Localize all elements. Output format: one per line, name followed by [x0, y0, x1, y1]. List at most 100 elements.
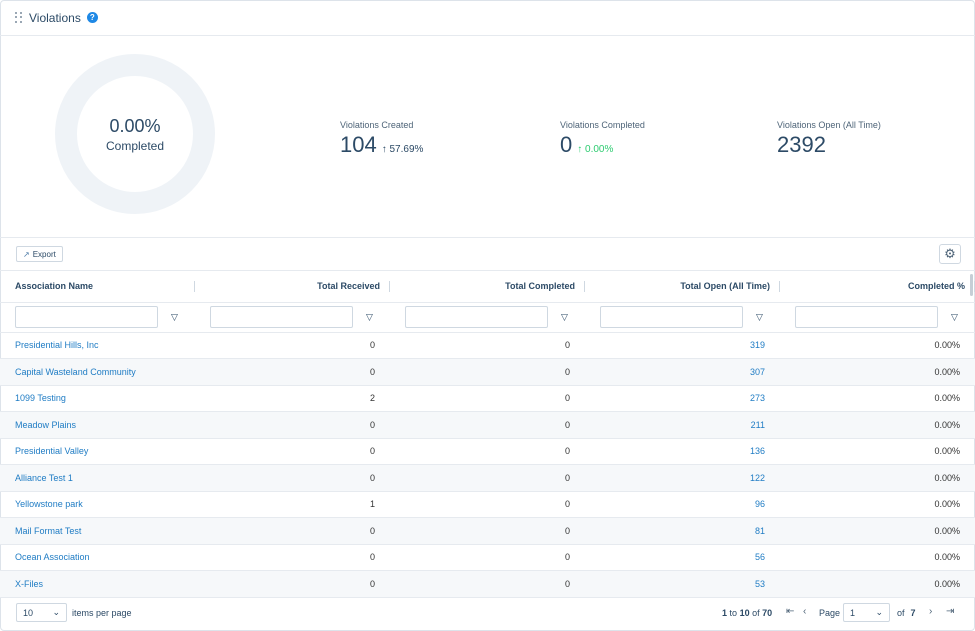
open-link[interactable]: 53	[754, 578, 765, 589]
completed-pct-cell: 0.00%	[934, 552, 960, 563]
completed-cell: 0	[564, 552, 570, 563]
completed-pct-cell: 0.00%	[934, 525, 960, 536]
column-header-label: Association Name	[15, 281, 94, 292]
external-link-icon: ↗	[23, 249, 30, 259]
completed-cell: 0	[564, 366, 570, 377]
received-cell: 0	[369, 472, 375, 483]
open-link[interactable]: 122	[749, 472, 765, 483]
filter-icon[interactable]: ▽	[561, 311, 568, 322]
column-header-label: Total Open (All Time)	[680, 281, 770, 292]
association-link[interactable]: X-Files	[15, 578, 44, 589]
pager-range: 1 to 10 of 70	[722, 608, 773, 618]
association-link[interactable]: Capital Wasteland Community	[15, 366, 136, 377]
received-cell: 0	[369, 340, 375, 351]
table-row: Capital Wasteland Community 0 0 307 0.00%	[0, 358, 975, 386]
filter-input-association[interactable]	[15, 306, 158, 328]
widget-header: Violations ?	[0, 0, 975, 36]
widget-title: Violations	[29, 10, 81, 25]
association-link[interactable]: Alliance Test 1	[15, 472, 73, 483]
received-cell: 2	[369, 393, 375, 404]
stat-delta-value: 57.69%	[389, 144, 424, 155]
received-cell: 1	[369, 499, 375, 510]
open-link[interactable]: 273	[749, 393, 765, 404]
column-header-label: Total Received	[317, 281, 380, 292]
chevron-down-icon: ⌄	[52, 607, 60, 617]
filter-icon[interactable]: ▽	[951, 311, 958, 322]
association-link[interactable]: Mail Format Test	[15, 525, 82, 536]
completed-cell: 0	[564, 499, 570, 510]
filter-input-completed[interactable]	[405, 306, 548, 328]
completed-pct-cell: 0.00%	[934, 499, 960, 510]
filter-icon[interactable]: ▽	[366, 311, 373, 322]
open-link[interactable]: 211	[750, 419, 765, 430]
completed-pct-cell: 0.00%	[934, 472, 960, 483]
donut-percent: 0.00%	[109, 115, 161, 136]
open-link[interactable]: 307	[749, 366, 765, 377]
table-row: Meadow Plains 0 0 211 0.00%	[0, 411, 975, 439]
filter-input-completed-pct[interactable]	[795, 306, 938, 328]
page-select[interactable]: 1 ⌄	[843, 603, 890, 622]
table-row: Presidential Hills, Inc 0 0 319 0.00%	[0, 332, 975, 359]
completed-pct-cell: 0.00%	[934, 578, 960, 589]
open-link[interactable]: 319	[749, 340, 765, 351]
filter-input-received[interactable]	[210, 306, 353, 328]
table-row: X-Files 0 0 53 0.00%	[0, 570, 975, 598]
violations-table: Association Name Total Received Total Co…	[0, 271, 975, 598]
stat-value: 104	[340, 132, 377, 157]
stat-open: Violations Open (All Time) 2392	[777, 120, 881, 158]
received-cell: 0	[369, 366, 375, 377]
association-link[interactable]: Yellowstone park	[15, 499, 83, 510]
stat-label: Violations Open (All Time)	[777, 120, 881, 130]
received-cell: 0	[369, 552, 375, 563]
filter-icon[interactable]: ▽	[756, 311, 763, 322]
drag-handle-icon[interactable]	[15, 11, 23, 24]
filter-input-open[interactable]	[600, 306, 743, 328]
table-toolbar: ↗ Export ⚙	[0, 238, 975, 271]
received-cell: 0	[369, 578, 375, 589]
stat-value: 2392	[777, 132, 826, 157]
stat-delta-value: 0.00%	[585, 144, 614, 155]
open-link[interactable]: 81	[754, 525, 765, 536]
export-label: Export	[32, 249, 56, 259]
association-link[interactable]: 1099 Testing	[15, 393, 66, 404]
association-link[interactable]: Presidential Valley	[15, 446, 89, 457]
next-page-icon[interactable]: ›	[929, 606, 933, 617]
column-header-open[interactable]: Total Open (All Time)	[585, 271, 780, 303]
open-link[interactable]: 136	[749, 446, 765, 457]
stat-delta: ↑ 57.69%	[382, 144, 424, 155]
column-header-label: Total Completed	[505, 281, 575, 292]
stats-section: 0.00% Completed Violations Created 104 ↑…	[0, 36, 975, 238]
column-header-completed-pct[interactable]: Completed %	[780, 271, 975, 303]
help-icon[interactable]: ?	[86, 12, 98, 23]
open-link[interactable]: 96	[754, 499, 765, 510]
stat-created: Violations Created 104 ↑ 57.69%	[340, 120, 423, 158]
stat-delta: ↑ 0.00%	[577, 144, 613, 155]
column-header-association[interactable]: Association Name	[0, 271, 195, 303]
settings-button[interactable]: ⚙	[939, 244, 961, 264]
scrollbar[interactable]	[970, 274, 973, 296]
last-page-icon[interactable]: ⇥	[946, 606, 955, 617]
chevron-down-icon: ⌄	[875, 607, 883, 617]
first-page-icon[interactable]: ⇤	[786, 606, 795, 617]
completed-pct-cell: 0.00%	[934, 419, 960, 430]
received-cell: 0	[369, 419, 375, 430]
association-link[interactable]: Ocean Association	[15, 552, 90, 563]
association-link[interactable]: Meadow Plains	[15, 419, 77, 430]
open-link[interactable]: 56	[754, 552, 765, 563]
page-value: 1	[850, 607, 856, 618]
export-button[interactable]: ↗ Export	[16, 246, 63, 262]
column-header-received[interactable]: Total Received	[195, 271, 390, 303]
gear-icon: ⚙	[944, 246, 956, 261]
completed-cell: 0	[564, 578, 570, 589]
association-link[interactable]: Presidential Hills, Inc	[15, 340, 99, 351]
filter-icon[interactable]: ▽	[171, 311, 178, 322]
stat-value: 0	[560, 132, 573, 157]
stat-label: Violations Created	[340, 120, 414, 130]
arrow-up-icon: ↑	[577, 144, 583, 155]
page-size-select[interactable]: 10 ⌄	[16, 603, 67, 622]
completed-cell: 0	[564, 419, 570, 430]
column-header-completed[interactable]: Total Completed	[390, 271, 585, 303]
table-row: Ocean Association 0 0 56 0.00%	[0, 544, 975, 571]
items-per-page-label: items per page	[72, 608, 132, 618]
prev-page-icon[interactable]: ‹	[803, 606, 807, 617]
